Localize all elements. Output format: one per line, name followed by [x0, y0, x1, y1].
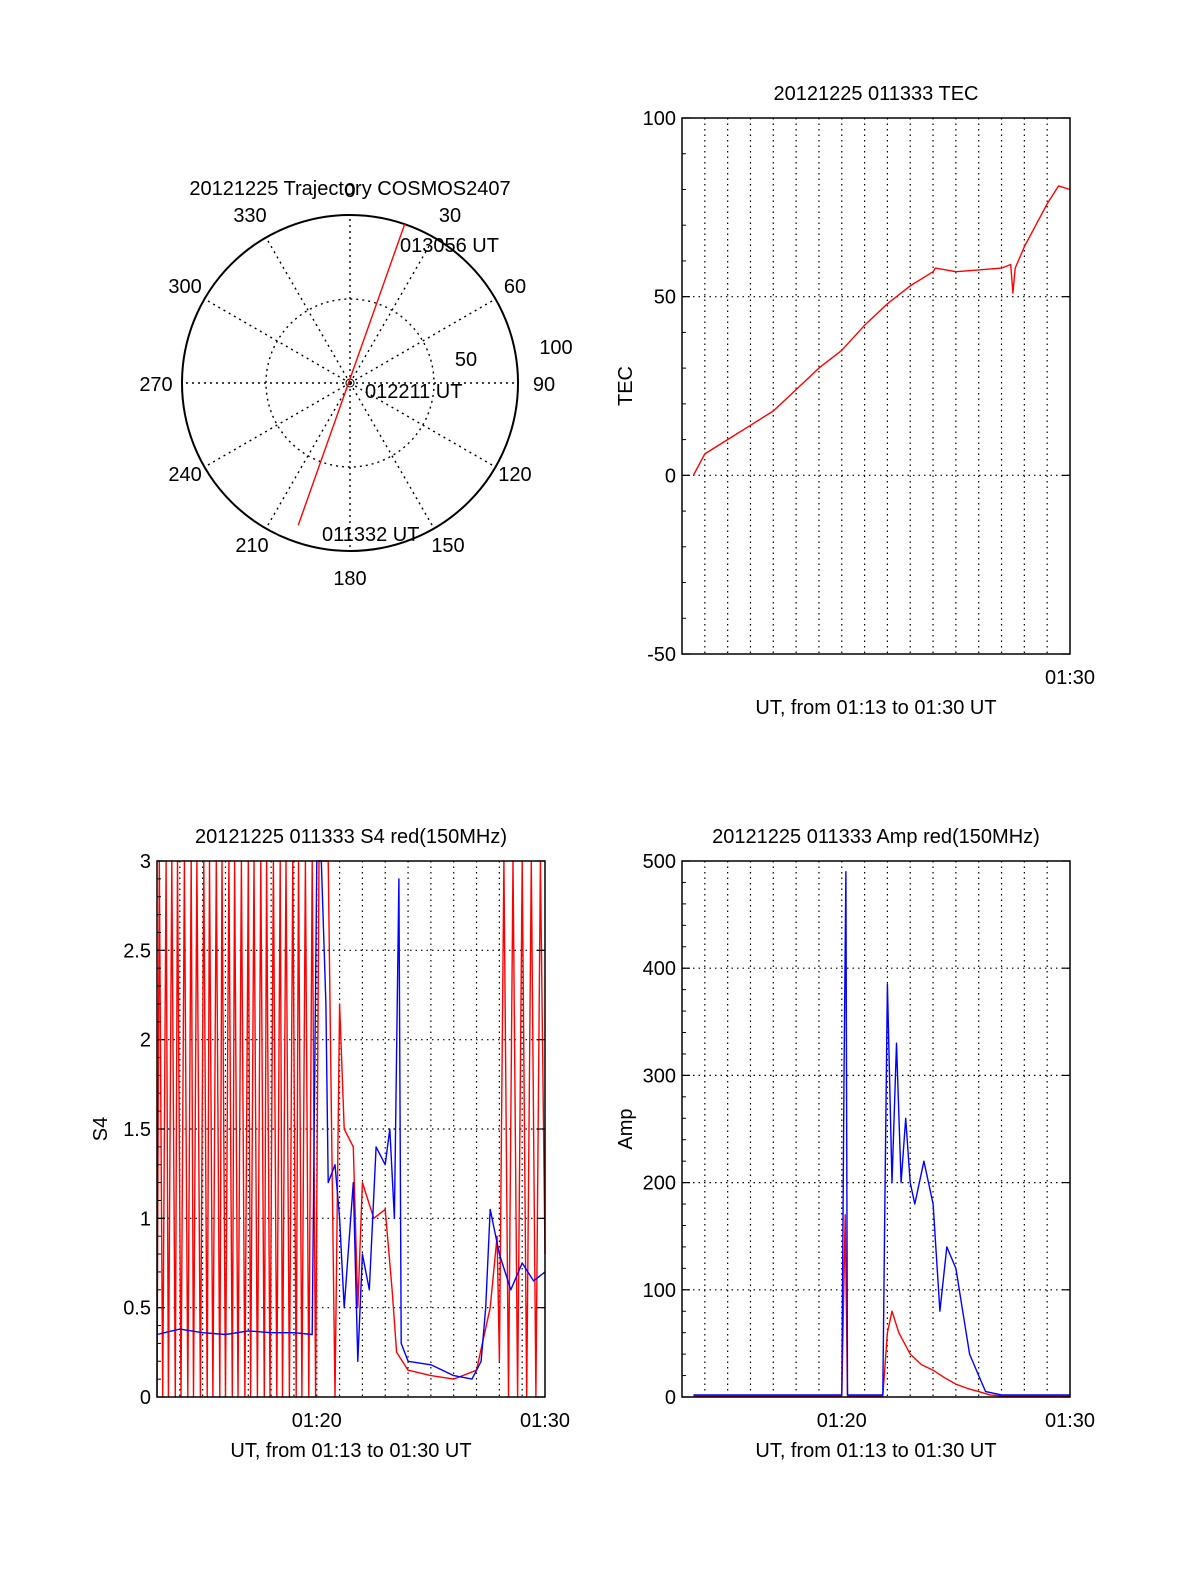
tec-ytick-label: 0: [665, 465, 676, 487]
amp-series-blue: [693, 871, 1070, 1396]
polar-azimuth-label: 240: [168, 464, 201, 486]
s4-ytick-label: 2: [140, 1030, 151, 1052]
amp-title: 20121225 011333 Amp red(150MHz): [712, 826, 1040, 848]
polar-spoke: [204, 298, 351, 384]
amp-ytick-label: 100: [643, 1280, 676, 1302]
polar-azimuth-label: 90: [533, 374, 555, 396]
polar-azimuth-label: 270: [139, 374, 172, 396]
s4-xtick-label: 01:30: [520, 1410, 570, 1432]
polar-azimuth-label: 120: [498, 464, 531, 486]
tec-ytick-label: 100: [643, 108, 676, 130]
s4-ylabel: S4: [90, 1117, 112, 1141]
polar-azimuth-label: 180: [333, 568, 366, 590]
amp-frame: [681, 860, 1071, 1398]
tec-ylabel: TEC: [615, 366, 637, 406]
amp-ytick-label: 0: [665, 1387, 676, 1409]
tec-xtick-label: 01:30: [1045, 667, 1095, 689]
amp-ytick-label: 500: [643, 851, 676, 873]
polar-azimuth-label: 60: [504, 276, 526, 298]
polar-spoke: [349, 382, 496, 468]
s4-title: 20121225 011333 S4 red(150MHz): [195, 826, 507, 848]
polar-azimuth-label: 330: [233, 205, 266, 227]
polar-radial-label: 100: [539, 337, 572, 359]
tec-title: 20121225 011333 TEC: [774, 83, 979, 105]
s4-ytick-label: 1: [140, 1208, 151, 1230]
s4-ytick-label: 2.5: [123, 940, 151, 962]
s4-series-blue: [156, 860, 546, 1380]
s4-xlabel: UT, from 01:13 to 01:30 UT: [230, 1440, 471, 1462]
polar-azimuth-label: 300: [168, 276, 201, 298]
amp-xtick-label: 01:30: [1045, 1410, 1095, 1432]
s4-ytick-label: 3: [140, 851, 151, 873]
amp-ytick-label: 200: [643, 1173, 676, 1195]
amp-chart: 20121225 011333 Amp red(150MHz) 0 100 200 30…: [615, 826, 1095, 1462]
polar-azimuth-label: 150: [431, 535, 464, 557]
polar-outer-ring: [181, 214, 519, 552]
s4-series-red: [156, 860, 546, 1398]
tec-series-red: [692, 185, 1071, 476]
s4-ytick-label: 0: [140, 1387, 151, 1409]
amp-ytick-label: 300: [643, 1065, 676, 1087]
polar-annotation: 011332 UT: [322, 524, 419, 546]
tec-chart: 20121225 011333 TEC -50 0 50 100 01:30 UT, fro…: [615, 83, 1095, 719]
s4-xtick-label: 01:20: [292, 1410, 342, 1432]
s4-ytick-label: 1.5: [123, 1119, 151, 1141]
polar-radial-label: 50: [455, 349, 477, 371]
polar-trajectory-line: [297, 223, 406, 526]
amp-ylabel: Amp: [615, 1108, 637, 1149]
polar-azimuth-label: 210: [235, 535, 268, 557]
polar-title: 20121225 Trajectory COSMOS2407: [189, 178, 510, 200]
polar-spoke: [349, 298, 496, 384]
polar-spoke: [349, 237, 435, 384]
polar-spoke: [265, 237, 351, 384]
tec-ytick-label: 50: [654, 287, 676, 309]
amp-xlabel: UT, from 01:13 to 01:30 UT: [755, 1440, 996, 1462]
amp-xtick-label: 01:20: [817, 1410, 867, 1432]
polar-annotation: 013056 UT: [400, 235, 499, 257]
tec-frame: [681, 117, 1071, 655]
polar-annotation: 012211 UT: [365, 381, 462, 403]
tec-ytick-label: -50: [647, 644, 676, 666]
polar-spoke: [204, 382, 351, 468]
s4-ytick-label: 0.5: [123, 1298, 151, 1320]
s4-chart: 20121225 011333 S4 red(150MHz) 0 0.5 1 1.5 2 2…: [90, 826, 570, 1462]
tec-xlabel: UT, from 01:13 to 01:30 UT: [755, 697, 996, 719]
polar-azimuth-label: 0: [344, 180, 355, 202]
polar-spoke: [265, 382, 351, 529]
polar-spoke: [349, 382, 435, 529]
polar-azimuth-label: 30: [439, 205, 461, 227]
amp-ytick-label: 400: [643, 958, 676, 980]
